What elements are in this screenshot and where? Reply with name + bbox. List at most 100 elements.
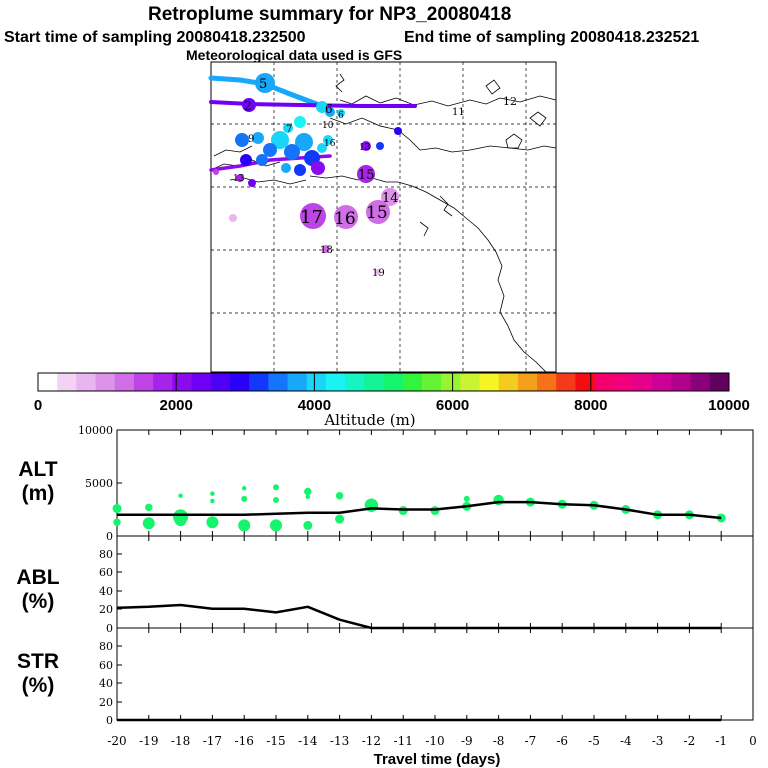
series-line — [116, 603, 722, 630]
y-tick-label: 20 — [99, 696, 113, 709]
trajectory-violet-upper — [209, 100, 417, 108]
colorbar-swatch — [671, 373, 692, 391]
map-label: 9 — [248, 134, 254, 145]
plume-marker — [322, 245, 330, 253]
plume-marker — [213, 169, 219, 175]
colorbar-swatch — [249, 373, 269, 391]
map-label: 13 — [233, 174, 245, 184]
y-tick-label: 60 — [99, 566, 113, 579]
plume-point — [241, 495, 248, 502]
x-tick-label: -9 — [461, 734, 473, 748]
y-tick-label: 40 — [99, 585, 113, 598]
y-tick-label: 0 — [106, 530, 113, 543]
plume-marker — [236, 174, 244, 182]
x-tick-label: -2 — [684, 734, 696, 748]
colorbar-tick-label: 4000 — [298, 397, 331, 414]
plume-point — [238, 519, 251, 532]
colorbar-swatch — [172, 373, 193, 391]
plume-point — [210, 491, 215, 496]
colorbar-swatch — [345, 373, 365, 391]
plume-marker — [240, 154, 252, 166]
plume-marker — [375, 269, 381, 275]
x-tick-label: -20 — [107, 734, 126, 748]
x-tick-label: -6 — [556, 734, 568, 748]
plume-point — [112, 503, 122, 513]
map-label: 15 — [358, 168, 375, 183]
colorbar-swatch — [76, 373, 97, 391]
map-label: 6 — [338, 111, 344, 121]
plume-point — [270, 519, 282, 532]
plume-marker — [283, 123, 293, 133]
plume-marker — [255, 73, 275, 93]
x-tick-label: -8 — [493, 734, 505, 748]
plume-marker — [294, 116, 306, 128]
plume-marker — [271, 131, 289, 149]
colorbar-swatch — [133, 373, 154, 391]
colorbar-swatch — [517, 373, 538, 391]
x-tick-label: -5 — [588, 734, 600, 748]
map-label: 10 — [322, 121, 334, 131]
x-tick-label: -19 — [139, 734, 158, 748]
plume-marker — [295, 133, 313, 151]
plume-marker — [316, 101, 328, 113]
plume-marker — [323, 135, 333, 145]
x-tick-label: -12 — [362, 734, 381, 748]
colorbar-label: Altitude (m) — [323, 411, 415, 429]
plume-markers — [213, 73, 402, 275]
plume-marker — [294, 164, 306, 176]
plume-point — [305, 494, 311, 500]
y-tick-label: 0 — [106, 714, 113, 727]
colorbar-swatch — [460, 373, 480, 391]
plume-marker — [300, 203, 326, 229]
x-tick-label: -15 — [266, 734, 285, 748]
map-label: 16 — [324, 139, 336, 149]
y-tick-label: 10000 — [78, 424, 113, 437]
colorbar-tick-label: 0 — [34, 397, 42, 414]
panel-ylabel: ALT — [18, 458, 57, 481]
x-tick-label: -7 — [525, 734, 537, 748]
colorbar-tick-label: 10000 — [708, 397, 750, 414]
colorbar-swatch — [210, 373, 231, 391]
colorbar-swatch — [479, 373, 500, 391]
plume-point — [206, 516, 219, 529]
y-tick-label: 80 — [99, 548, 113, 561]
plume-point — [273, 484, 279, 491]
time-series-panels: 1000050000ALT(m)806040200ABL(%)806040200… — [16, 424, 756, 768]
panel-abl: 80 60 40 20 0 ABL(%) — [16, 535, 754, 635]
colorbar-swatch — [287, 373, 308, 391]
plume-point — [142, 517, 155, 530]
x-tick-label: -16 — [235, 734, 254, 748]
plume-marker — [242, 98, 256, 112]
colorbar-swatch — [191, 373, 212, 391]
plume-marker — [281, 163, 291, 173]
end-time: End time of sampling 20080418.232521 — [404, 29, 699, 46]
plume-marker — [235, 133, 249, 147]
colorbar-swatch — [402, 373, 423, 391]
x-tick-label: -17 — [203, 734, 222, 748]
panel-ylabel-units: (m) — [22, 482, 55, 505]
colorbar-frame — [37, 372, 730, 392]
colorbar-tick-label: 8000 — [574, 397, 607, 414]
map-label: 2 — [244, 99, 252, 113]
map-label: 7 — [286, 124, 292, 135]
x-tick-label: -14 — [298, 734, 318, 748]
panel-ylabel: STR — [17, 650, 59, 673]
colorbar-tick-label: 6000 — [436, 397, 469, 414]
x-tick-label: -4 — [620, 734, 632, 748]
plume-point — [273, 496, 279, 503]
colorbar-swatch — [421, 373, 442, 391]
plume-marker — [376, 142, 384, 150]
y-tick-label: 40 — [99, 677, 113, 690]
colorbar-swatch — [633, 373, 653, 391]
x-tick-label: -13 — [330, 734, 349, 748]
map-label: 11 — [452, 107, 465, 118]
figure-title: Retroplume summary for NP3_20080418 — [148, 4, 511, 25]
map-label: 5 — [259, 77, 267, 92]
plume-marker — [366, 200, 390, 224]
map-label: 15 — [366, 203, 388, 223]
series-line — [117, 500, 722, 520]
plume-marker — [325, 107, 335, 117]
map-graticule — [211, 62, 556, 372]
colorbar-swatch — [38, 373, 58, 391]
